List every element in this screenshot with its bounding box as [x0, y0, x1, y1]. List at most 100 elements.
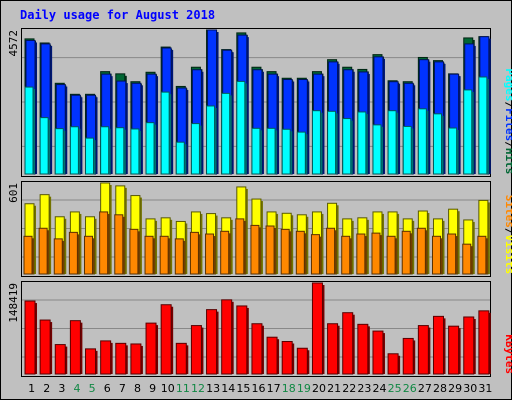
pages-bar — [432, 113, 444, 175]
kbytes-bar — [311, 282, 325, 375]
x-tick-label: 26 — [403, 382, 417, 395]
y-max-label: 4572 — [7, 30, 20, 57]
sites-bar — [265, 225, 277, 275]
legend-item: / — [503, 102, 512, 109]
pages-bar — [24, 86, 35, 175]
kbytes-bar — [100, 340, 113, 375]
sites-bar — [326, 227, 337, 275]
x-tick-label: 15 — [236, 382, 250, 395]
x-tick-label: 22 — [342, 382, 356, 395]
pages-bar — [296, 131, 308, 175]
x-tick-label: 2 — [43, 382, 50, 395]
pages-bar — [206, 105, 217, 175]
x-tick-label: 1 — [28, 382, 35, 395]
pages-bar — [311, 110, 323, 175]
sites-bar — [189, 231, 201, 275]
sites-bar — [341, 235, 352, 275]
pages-bar — [357, 111, 368, 175]
x-tick-label: 28 — [433, 382, 447, 395]
x-tick-label: 3 — [58, 382, 65, 395]
sites-bar — [220, 230, 231, 275]
kbytes-bar — [221, 299, 234, 375]
sites-bar — [99, 211, 110, 275]
pages-bar — [387, 110, 399, 175]
sites-bar — [38, 227, 50, 275]
sites-bar — [235, 218, 246, 275]
pages-bar — [266, 127, 278, 175]
y-max-label: 148419 — [7, 283, 20, 323]
pages-bar — [251, 127, 262, 175]
kbytes-bar — [39, 319, 53, 375]
chart-title: Daily usage for August 2018 — [20, 8, 215, 22]
sites-bar — [114, 214, 125, 275]
kbytes-bar — [54, 344, 68, 375]
sites-bar — [174, 238, 186, 275]
pages-bar — [115, 127, 126, 175]
x-tick-label: 7 — [119, 382, 126, 395]
legend-item: Pages — [503, 68, 512, 101]
pages-bar — [463, 89, 474, 175]
x-tick-label: 13 — [206, 382, 220, 395]
sites-bar — [295, 230, 307, 275]
sites-bar — [144, 235, 156, 275]
pages-bar — [327, 110, 338, 175]
x-tick-label: 29 — [448, 382, 462, 395]
kbytes-bar — [327, 323, 340, 375]
legends: Pages/Files/Hits Sites/Visits KBytes — [503, 68, 512, 374]
pages-bar — [175, 141, 187, 175]
sites-bar — [23, 235, 34, 275]
kbytes-bar — [130, 343, 143, 375]
kbytes-bar — [448, 325, 461, 375]
kbytes-bar — [357, 323, 370, 375]
x-tick-label: 17 — [267, 382, 281, 395]
sites-bar — [129, 228, 140, 275]
pages-bar — [54, 128, 66, 175]
sites-bar — [68, 231, 80, 275]
visits-sites-panel — [21, 181, 491, 277]
y-max-label: 601 — [7, 183, 20, 203]
kbytes-bar — [24, 300, 37, 375]
legend-text: Pages/Files/Hits — [503, 68, 512, 174]
pages-bar — [130, 128, 141, 175]
sites-bar — [280, 228, 292, 275]
kbytes-bar — [175, 342, 189, 375]
legend-item: Files — [503, 108, 512, 141]
sites-bar — [416, 227, 428, 275]
y-max-labels: 4572 601 148419 — [7, 30, 20, 323]
legend-text: KBytes — [503, 334, 512, 374]
x-tick-label: 10 — [161, 382, 175, 395]
hits-files-pages-panel — [21, 28, 491, 177]
pages-bar — [417, 108, 429, 175]
sites-bar — [356, 233, 367, 275]
x-tick-label: 5 — [89, 382, 96, 395]
x-tick-label: 19 — [297, 382, 311, 395]
kbytes-bar — [432, 315, 446, 375]
legend-item: / — [503, 228, 512, 235]
x-tick-label: 25 — [388, 382, 402, 395]
x-tick-label: 9 — [149, 382, 156, 395]
pages-bar — [221, 92, 232, 175]
kbytes-bar — [463, 316, 476, 375]
pages-bar — [39, 117, 51, 175]
kbytes-panel — [21, 281, 491, 377]
x-tick-label: 8 — [134, 382, 141, 395]
x-tick-label: 23 — [357, 382, 371, 395]
x-tick-label: 31 — [478, 382, 492, 395]
x-tick-label: 20 — [312, 382, 326, 395]
kbytes-bar — [251, 323, 264, 375]
sites-bar — [250, 224, 261, 275]
sites-bar — [462, 243, 473, 275]
x-tick-label: 21 — [327, 382, 341, 395]
kbytes-bar — [160, 304, 174, 375]
x-tick-label: 12 — [191, 382, 205, 395]
pages-bar — [372, 124, 383, 175]
kbytes-bar — [372, 330, 385, 375]
kbytes-bar — [69, 320, 83, 375]
pages-bar — [281, 128, 293, 175]
sites-bar — [84, 235, 95, 275]
kbytes-bar — [145, 322, 159, 375]
x-tick-label: 6 — [104, 382, 111, 395]
legend-text: Sites/Visits — [503, 195, 512, 275]
kbytes-bar — [402, 337, 416, 375]
pages-bar — [190, 123, 202, 175]
